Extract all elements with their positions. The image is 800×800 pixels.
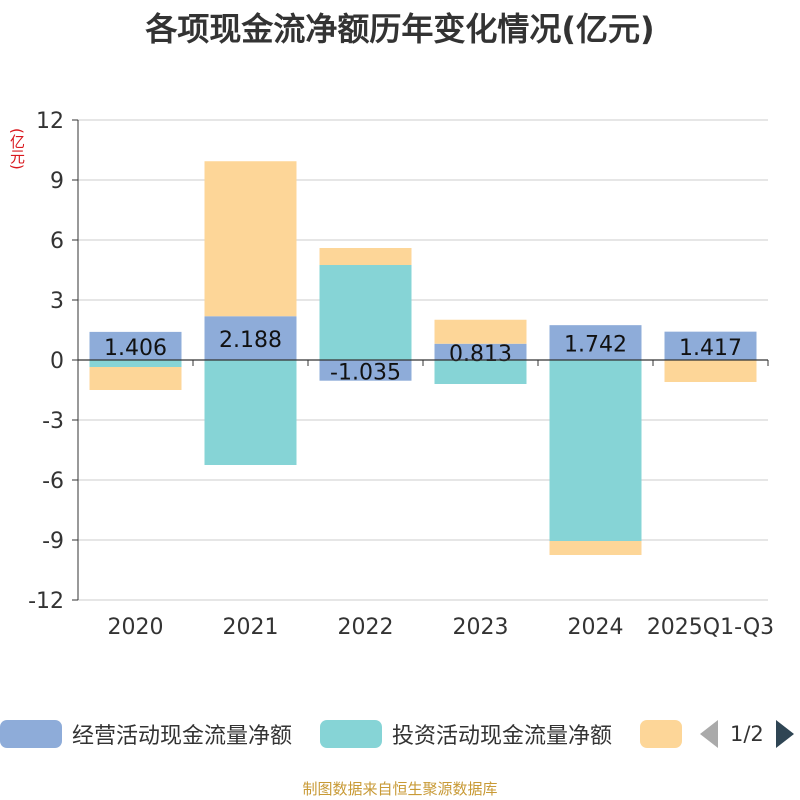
bar-investing — [434, 360, 527, 384]
chart-plot: 12 9 6 3 0 -3 -6 -9 -12 1.406 2020 2.188 2021 -1.035 2… — [28, 109, 774, 640]
chart-title: 各项现金流净额历年变化情况(亿元) — [145, 10, 655, 48]
y-tick-label: -3 — [42, 409, 64, 434]
x-tick-label: 2024 — [568, 615, 624, 640]
legend-swatch-operating — [0, 720, 62, 748]
legend-item-investing[interactable]: 投资活动现金流量净额 — [320, 716, 612, 752]
source-note: 制图数据来自恒生聚源数据库 — [302, 780, 498, 798]
bar-operating — [549, 325, 642, 360]
legend-label-operating: 经营活动现金流量净额 — [72, 724, 293, 749]
bar-operating — [204, 316, 297, 360]
pager-prev-icon[interactable] — [700, 720, 718, 748]
data-label: -1.035 — [330, 360, 401, 385]
legend-label-investing: 投资活动现金流量净额 — [392, 724, 613, 749]
legend-page-indicator: 1/2 — [730, 722, 764, 746]
bar-operating — [89, 331, 182, 360]
data-label: 2.188 — [219, 328, 282, 353]
legend-swatch-investing — [320, 720, 382, 748]
y-tick-label: 3 — [50, 289, 64, 314]
bar-investing — [549, 360, 642, 541]
legend-item-operating[interactable]: 经营活动现金流量净额 — [0, 716, 292, 752]
bar-investing — [319, 265, 412, 360]
data-label: 1.406 — [104, 336, 167, 361]
y-tick-label: -12 — [28, 589, 64, 614]
x-tick-label: 2020 — [108, 615, 164, 640]
pager-next-icon[interactable] — [775, 720, 794, 748]
bar-operating — [319, 360, 412, 381]
y-tick-label: -9 — [42, 529, 64, 554]
bar-operating — [434, 343, 527, 360]
bar-financing — [434, 319, 527, 344]
bar-financing — [319, 248, 412, 265]
data-label: 0.813 — [449, 342, 512, 367]
bar-investing — [89, 360, 182, 367]
x-tick-label: 2022 — [338, 615, 394, 640]
x-tick-label: 2021 — [223, 615, 279, 640]
x-tick-label: 2025Q1-Q3 — [647, 615, 774, 640]
bar-operating — [664, 331, 757, 360]
y-tick-label: 12 — [36, 109, 64, 134]
legend-swatch-financing — [640, 720, 682, 748]
legend-pager: 1/2 — [700, 716, 794, 752]
bar-financing — [549, 541, 642, 555]
x-tick-label: 2023 — [453, 615, 509, 640]
y-tick-label: 0 — [50, 349, 64, 374]
y-tick-label: 9 — [50, 169, 64, 194]
y-axis-unit-label: (亿元) — [8, 128, 26, 170]
bar-financing — [664, 360, 757, 382]
data-label: 1.742 — [564, 333, 627, 358]
bar-financing — [204, 161, 297, 317]
y-tick-label: -6 — [42, 469, 64, 494]
legend-item-financing[interactable] — [640, 716, 682, 752]
bar-investing — [204, 360, 297, 465]
y-tick-label: 6 — [50, 229, 64, 254]
legend: 经营活动现金流量净额 投资活动现金流量净额 1/2 — [0, 716, 800, 756]
bar-financing — [89, 367, 182, 390]
data-label: 1.417 — [679, 336, 742, 361]
